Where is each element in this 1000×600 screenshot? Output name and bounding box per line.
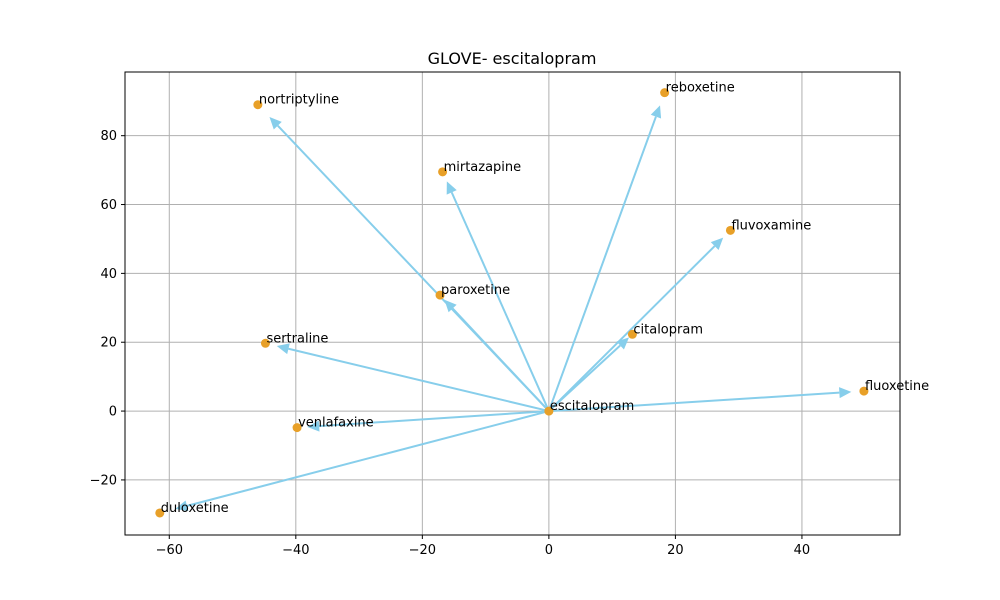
- data-point: [544, 406, 554, 416]
- x-tick-label: −60: [156, 543, 183, 558]
- arrow-shaft: [450, 191, 550, 412]
- data-point: [725, 225, 735, 235]
- x-tick-label: −40: [282, 543, 309, 558]
- y-tick-label: 60: [100, 198, 117, 213]
- grid-lines: [125, 72, 900, 535]
- data-label: fluoxetine: [865, 379, 929, 394]
- x-tick-label: 0: [545, 543, 553, 558]
- arrow-shaft: [548, 344, 621, 412]
- arrow-shaft: [288, 347, 550, 413]
- data-label: paroxetine: [441, 283, 510, 298]
- arrow-head: [710, 237, 724, 250]
- plot-frame: [124, 71, 901, 536]
- chart-title: GLOVE- escitalopram: [428, 49, 597, 68]
- arrow-shaft: [548, 245, 716, 412]
- data-label: nortriptyline: [259, 93, 339, 108]
- arrow-vector: [175, 410, 550, 512]
- y-tick-label: 40: [100, 267, 117, 282]
- data-label: citalopram: [633, 322, 703, 337]
- arrow-vector: [444, 299, 550, 412]
- arrow-head: [839, 387, 852, 399]
- arrow-vector: [548, 337, 630, 412]
- data-point: [155, 508, 165, 518]
- data-point: [859, 386, 869, 396]
- data-label: escitalopram: [550, 399, 634, 414]
- arrow-vector: [307, 410, 549, 432]
- arrow-series: [175, 105, 852, 512]
- point-labels: reboxetine nortriptyline mirtazapine fluvox…: [161, 81, 929, 516]
- arrow-head: [175, 500, 189, 512]
- data-label: sertraline: [266, 331, 328, 346]
- arrow-shaft: [547, 116, 657, 412]
- arrow-head: [446, 181, 457, 195]
- data-point: [253, 100, 263, 110]
- arrow-shaft: [451, 307, 550, 412]
- data-point: [435, 290, 445, 300]
- data-label: reboxetine: [666, 81, 735, 96]
- arrow-vector: [548, 387, 852, 413]
- arrow-vector: [547, 105, 662, 412]
- arrow-head: [650, 105, 662, 119]
- data-label: duloxetine: [161, 501, 229, 516]
- point-series: [155, 88, 869, 518]
- arrow-head: [276, 343, 290, 355]
- y-tick-label: 20: [100, 336, 117, 351]
- arrow-head: [444, 299, 457, 313]
- arrow-vector: [276, 343, 550, 413]
- x-axis-ticks: −60 −40 −20 0 20 40: [156, 535, 811, 558]
- x-tick-label: −20: [409, 543, 436, 558]
- y-tick-label: 80: [100, 129, 117, 144]
- data-label: venlafaxine: [298, 416, 374, 431]
- x-tick-label: 40: [794, 543, 811, 558]
- y-axis-ticks: −20 0 20 40 60 80: [90, 129, 125, 488]
- y-tick-label: 0: [109, 405, 117, 420]
- arrow-vector: [548, 237, 724, 412]
- data-label: fluvoxamine: [731, 218, 811, 233]
- arrow-head: [616, 337, 630, 350]
- data-point: [292, 423, 302, 433]
- arrow-head: [269, 116, 282, 130]
- arrow-head: [307, 420, 320, 432]
- data-point: [627, 329, 637, 339]
- data-point: [438, 167, 448, 177]
- arrow-shaft: [186, 410, 550, 507]
- arrow-shaft: [548, 391, 840, 413]
- x-tick-label: 20: [667, 543, 684, 558]
- arrow-shaft: [319, 410, 549, 428]
- data-point: [260, 338, 270, 348]
- data-label: mirtazapine: [444, 160, 522, 175]
- arrow-vector: [446, 181, 550, 412]
- data-point: [660, 88, 670, 98]
- y-tick-label: −20: [90, 473, 117, 488]
